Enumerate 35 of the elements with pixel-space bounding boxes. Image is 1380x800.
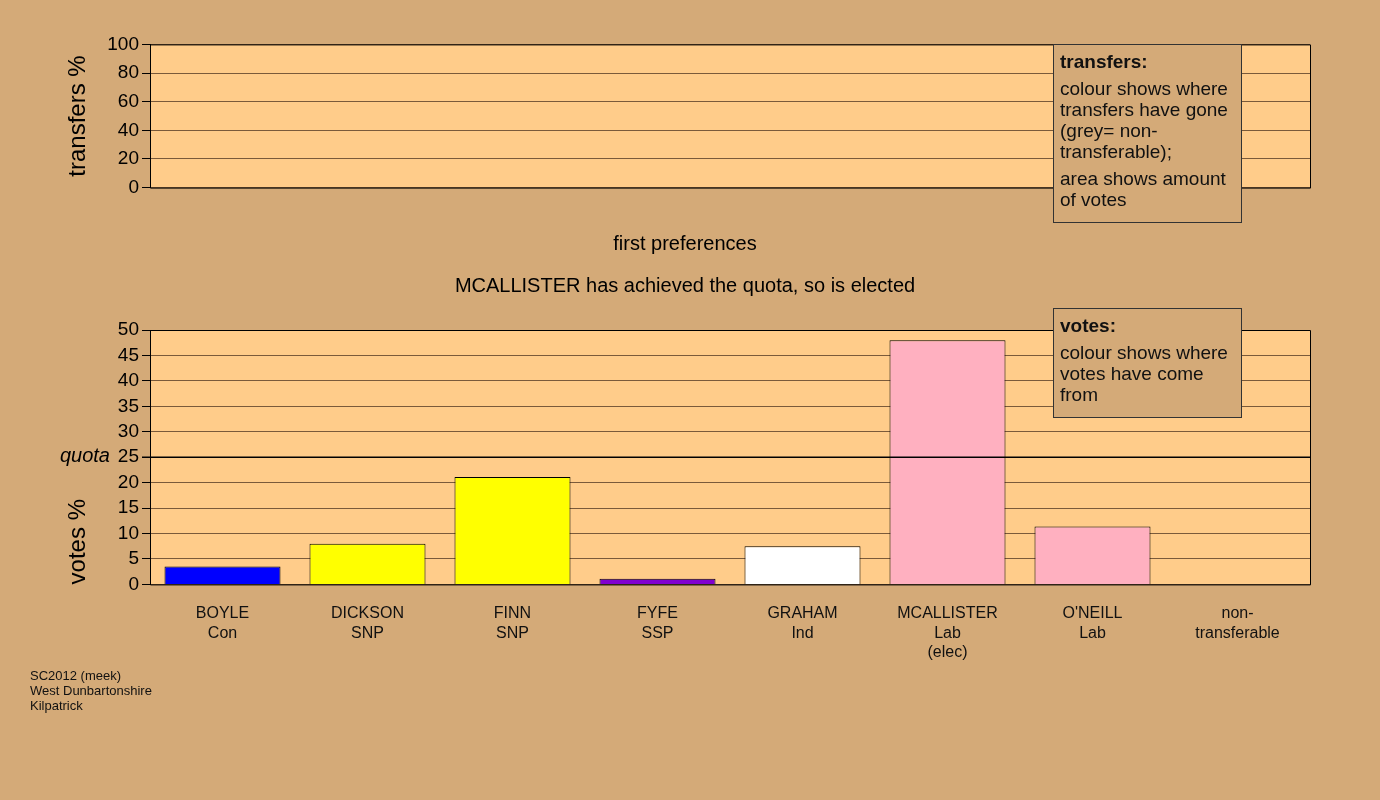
y-tick-label: 5: [128, 547, 139, 569]
y-tick-label: 60: [117, 89, 139, 111]
x-tick-label: DICKSON SNP: [331, 604, 404, 641]
y-tick-label: 30: [117, 419, 139, 441]
y-tick-label: 80: [117, 61, 139, 83]
y-tick-label: 45: [117, 343, 139, 365]
y-tick-label: 100: [107, 32, 139, 54]
y-axis-title: votes %: [63, 499, 91, 585]
x-tick-label: MCALLISTER Lab (elec): [897, 604, 998, 660]
x-tick-label: BOYLE Con: [195, 604, 250, 641]
info-box: votes: colour shows where votes have come from: [1053, 308, 1242, 418]
annotation: votes: colour shows where votes have come from: [1060, 315, 1229, 405]
y-tick-label: 50: [117, 318, 139, 340]
x-tick-label: FINN SNP: [493, 604, 532, 641]
chart-subtitle: MCALLISTER has achieved the quota, so is elected: [454, 273, 916, 296]
y-tick-label: 20: [117, 147, 139, 169]
y-tick-label: 40: [117, 369, 139, 391]
y-tick-label: 0: [128, 572, 139, 594]
chart-title: first preferences: [613, 231, 757, 254]
x-tick-label: O'NEILL Lab: [1062, 604, 1123, 641]
y-tick-label: 0: [128, 175, 139, 197]
info-box: transfers: colour shows where transfers have gone (grey= non-transferable); area shows amount of votes: [1053, 44, 1242, 223]
y-tick-label: 10: [117, 521, 139, 543]
annotation: transfers: colour shows where transfers have gone (grey= non-transferable); area shows amount of votes: [1060, 51, 1229, 210]
y-tick-label: 40: [117, 118, 139, 140]
y-tick-label: 25: [117, 445, 139, 467]
y-tick-label: 20: [117, 470, 139, 492]
y-tick-label: 35: [117, 394, 139, 416]
x-tick-label: non- transferable: [1195, 604, 1280, 641]
ref-line-label: quota: [59, 443, 110, 466]
y-axis-title: transfers %: [63, 55, 91, 177]
text: SC2012 (meek) West Dunbartonshire Kilpatrick: [30, 668, 152, 713]
y-tick-label: 15: [117, 496, 139, 518]
x-tick-label: FYFE SSP: [637, 604, 678, 641]
x-tick-label: GRAHAM Ind: [767, 604, 838, 641]
